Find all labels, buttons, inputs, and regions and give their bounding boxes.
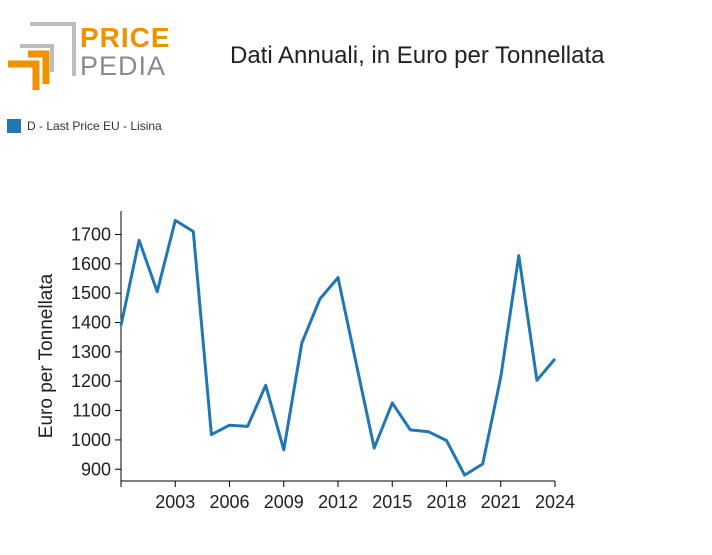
y-axis: 900 1000 1100 1200 1300 1400 1500 1600 1700 xyxy=(71,211,122,481)
y-tick-label: 1000 xyxy=(71,430,111,450)
x-tick-label: 2018 xyxy=(426,492,466,512)
series-layer xyxy=(119,218,557,477)
y-tick-label: 1600 xyxy=(71,254,111,274)
x-tick-label: 2012 xyxy=(318,492,358,512)
logo-pedia-text: PEDIA xyxy=(80,51,167,81)
y-tick-label: 1500 xyxy=(71,283,111,303)
x-tick-label: 2015 xyxy=(372,492,412,512)
x-tick-label: 2006 xyxy=(209,492,249,512)
y-tick-label: 1400 xyxy=(71,313,111,333)
x-tick-label: 2003 xyxy=(155,492,195,512)
logo-price-text: PRICE xyxy=(80,22,171,53)
pricepedia-logo: PRICE PEDIA xyxy=(6,20,170,94)
y-tick-label: 900 xyxy=(81,459,111,479)
x-tick-label: 2009 xyxy=(264,492,304,512)
y-axis-title: Euro per Tonnellata xyxy=(36,273,57,438)
legend-label: D - Last Price EU - Lisina xyxy=(27,119,162,133)
series-line[interactable] xyxy=(119,218,557,477)
y-tick-label: 1100 xyxy=(72,401,111,421)
y-tick-label: 1700 xyxy=(71,224,111,244)
x-tick-label: 2021 xyxy=(481,492,521,512)
logo-mark-icon xyxy=(8,22,76,90)
chart-title: Dati Annuali, in Euro per Tonnellata xyxy=(230,42,605,69)
legend-swatch xyxy=(7,119,21,133)
x-tick-label: 2024 xyxy=(535,492,575,512)
y-tick-label: 1300 xyxy=(71,342,111,362)
y-tick-label: 1200 xyxy=(71,371,111,391)
legend[interactable]: D - Last Price EU - Lisina xyxy=(7,119,162,133)
x-axis: 2003 2006 2009 2012 2015 2018 2021 2024 xyxy=(120,480,575,512)
